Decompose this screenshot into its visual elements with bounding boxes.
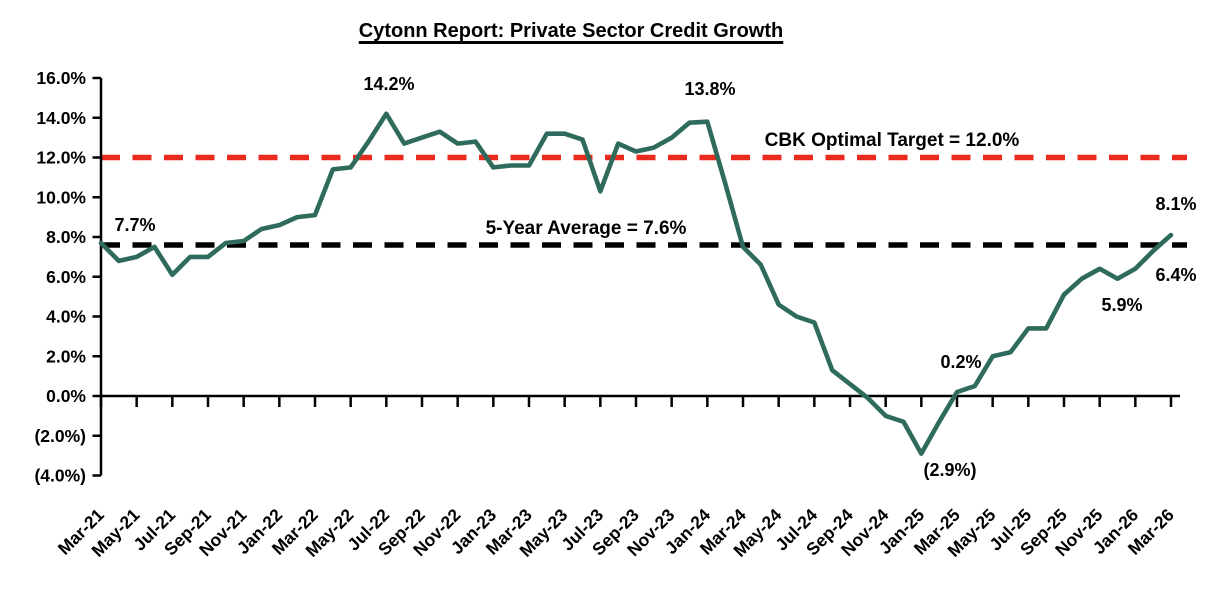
y-axis-label: 12.0%	[36, 148, 86, 168]
y-axis-label: 6.0%	[46, 267, 86, 287]
point-label-jan-26: 6.4%	[1155, 265, 1196, 285]
y-axis-label: 2.0%	[46, 346, 86, 366]
y-axis-label: 4.0%	[46, 307, 86, 327]
y-axis-label: 8.0%	[46, 227, 86, 247]
point-label-dec-25: 5.9%	[1101, 295, 1142, 315]
point-label-mar-21: 7.7%	[114, 215, 155, 235]
y-axis-label: 16.0%	[36, 68, 86, 88]
y-axis-label: (2.0%)	[34, 426, 86, 446]
reference-line-label-5yr-average: 5-Year Average = 7.6%	[486, 218, 687, 239]
point-label-mar-25: 0.2%	[940, 352, 981, 372]
y-axis-label: 14.0%	[36, 108, 86, 128]
point-label-jan-25: (2.9%)	[923, 460, 976, 480]
y-axis-label: (4.0%)	[34, 466, 86, 486]
point-label-mar-26: 8.1%	[1155, 194, 1196, 214]
point-label-jul-22: 14.2%	[363, 74, 414, 94]
reference-line-label-cbk-target: CBK Optimal Target = 12.0%	[765, 130, 1020, 151]
y-axis-label: 0.0%	[46, 386, 86, 406]
point-label-jan-24: 13.8%	[684, 79, 735, 99]
y-axis-label: 10.0%	[36, 187, 86, 207]
chart-title: Cytonn Report: Private Sector Credit Gro…	[358, 20, 784, 42]
series-line	[98, 111, 1174, 456]
